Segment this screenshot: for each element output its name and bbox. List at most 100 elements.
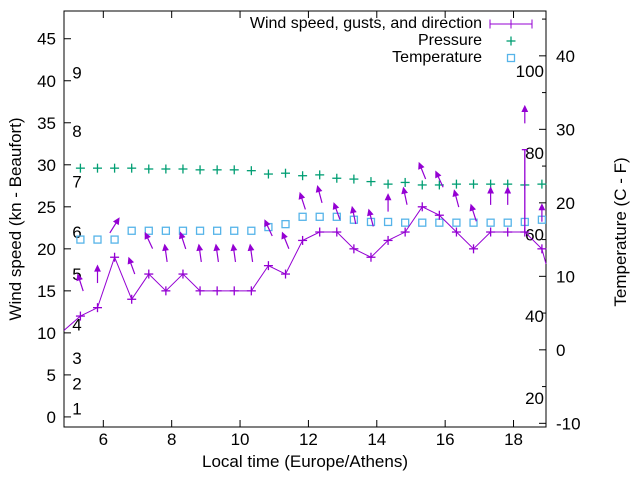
arrow-head	[521, 104, 529, 112]
arrow-head	[487, 186, 495, 194]
arrow-shaft	[216, 249, 219, 263]
temperature-point	[503, 218, 512, 227]
wind-errorbar-sample-icon	[488, 17, 534, 31]
arrow-shaft	[335, 207, 341, 220]
legend-label-temperature: Temperature	[392, 49, 482, 66]
arrow-head	[178, 231, 186, 240]
arrow-head	[384, 193, 392, 201]
y-left-tick-label: 20	[37, 240, 56, 259]
temperature-point	[195, 226, 205, 235]
temperature-point	[110, 235, 119, 244]
legend-label-wind: Wind speed, gusts, and direction	[249, 15, 482, 32]
y-right-tick-label: 40	[556, 47, 575, 66]
legend-row-pressure: Pressure	[250, 32, 534, 49]
wind-direction-arrow	[538, 203, 546, 222]
beaufort-scale-label: 5	[72, 265, 81, 284]
wind-direction-arrow	[162, 243, 169, 263]
y-axis-left-title: Wind speed (kn - Beaufort)	[6, 117, 25, 321]
arrow-shaft	[403, 192, 408, 205]
temperature-point	[469, 218, 478, 227]
arrow-head	[332, 202, 340, 210]
temperature-point	[315, 212, 324, 221]
wind-direction-arrow	[384, 193, 392, 212]
y-left-tick-label: 5	[47, 366, 56, 385]
x-tick-label: 14	[367, 430, 386, 449]
y-right-tick-label: 10	[556, 267, 575, 286]
temperature-point	[435, 218, 444, 227]
y-left-tick-label: 35	[37, 114, 56, 133]
fahrenheit-scale-label: 20	[525, 389, 544, 408]
y-left-tick-label: 15	[37, 282, 56, 301]
beaufort-scale-label: 1	[72, 400, 81, 419]
fahrenheit-scale-label: 40	[525, 307, 544, 326]
temperature-point	[161, 226, 171, 235]
temperature-point	[247, 226, 256, 235]
temperature-point	[230, 226, 239, 235]
beaufort-scale-label: 8	[72, 122, 81, 141]
arrow-shaft	[437, 176, 444, 188]
fahrenheit-scale-label: 80	[525, 144, 544, 163]
arrow-shaft	[266, 224, 273, 237]
wind-direction-arrow	[401, 186, 408, 205]
temperature-point	[178, 226, 188, 235]
arrow-shaft	[146, 237, 154, 249]
arrow-head	[162, 243, 169, 252]
arrow-head	[230, 243, 238, 252]
arrow-head	[247, 243, 255, 252]
temperature-square-sample-icon	[488, 51, 534, 65]
wind-direction-arrow	[487, 186, 495, 205]
wind-direction-arrow	[521, 104, 529, 124]
x-tick-label: 18	[504, 430, 523, 449]
temperature-point	[93, 235, 102, 244]
beaufort-scale-label: 4	[72, 315, 81, 334]
fahrenheit-scale-label: 60	[525, 225, 544, 244]
arrow-shaft	[250, 249, 254, 263]
arrow-shaft	[283, 237, 290, 249]
arrow-head	[504, 186, 512, 194]
legend-row-wind: Wind speed, gusts, and direction	[250, 15, 534, 32]
y-right-tick-label: -10	[556, 414, 581, 433]
wind-direction-arrow	[196, 243, 204, 263]
arrow-shaft	[301, 197, 306, 210]
wind-speed-line	[63, 206, 547, 331]
arrow-shaft	[181, 237, 187, 250]
arrow-shaft	[233, 249, 237, 263]
arrow-head	[538, 203, 546, 211]
x-tick-label: 10	[231, 430, 250, 449]
arrow-head	[435, 170, 442, 179]
legend-row-temperature: Temperature	[250, 49, 534, 66]
arrow-head	[196, 243, 204, 252]
arrow-shaft	[420, 167, 427, 180]
arrow-shaft	[352, 212, 357, 225]
legend: Wind speed, gusts, and direction Pressur…	[250, 15, 534, 66]
arrow-shaft	[199, 249, 202, 263]
pressure-plus-sample-icon	[488, 34, 534, 48]
arrow-head	[281, 231, 288, 240]
beaufort-scale-label: 7	[72, 173, 81, 192]
arrow-shaft	[130, 262, 136, 275]
wind-direction-arrow	[469, 203, 477, 222]
arrow-shaft	[472, 209, 477, 222]
arrow-shaft	[318, 191, 323, 204]
temperature-point	[383, 217, 393, 227]
wind-direction-arrow	[315, 185, 323, 204]
fahrenheit-scale-label: 100	[516, 62, 544, 81]
arrow-head	[127, 256, 135, 265]
arrow-head	[298, 191, 306, 200]
arrow-head	[264, 219, 271, 228]
wind-direction-arrow	[264, 219, 273, 237]
wind-direction-arrow	[109, 217, 120, 234]
wind-direction-arrow	[281, 231, 290, 249]
wind-direction-arrow	[452, 189, 460, 208]
wind-direction-arrow	[127, 256, 136, 275]
arrow-shaft	[369, 214, 374, 227]
wind-direction-arrow	[350, 205, 357, 225]
y-right-tick-label: 30	[556, 120, 575, 139]
temperature-point	[281, 219, 290, 229]
beaufort-scale-label: 3	[72, 349, 81, 368]
y-left-tick-label: 40	[37, 72, 56, 91]
legend-label-pressure: Pressure	[417, 32, 482, 49]
wind-direction-arrow	[247, 243, 255, 263]
